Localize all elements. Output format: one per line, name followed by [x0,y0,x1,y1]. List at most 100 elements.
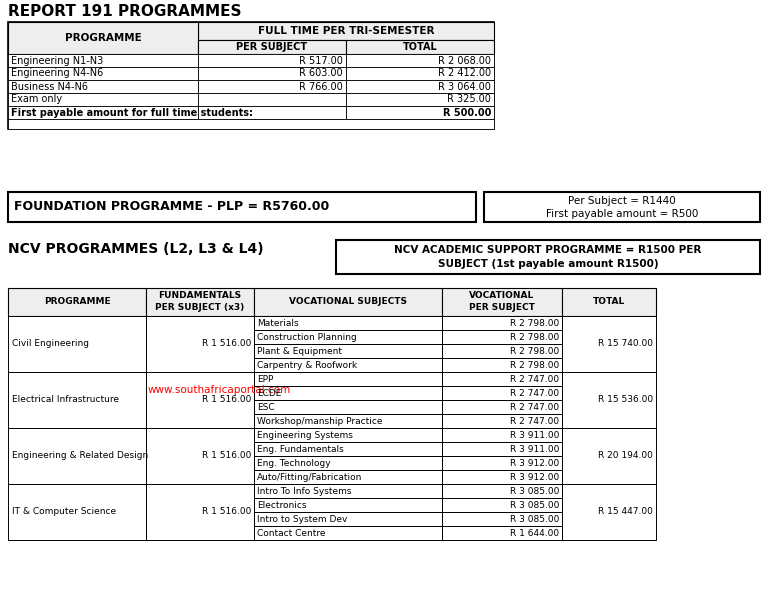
Text: PER SUBJECT: PER SUBJECT [237,42,307,52]
Bar [254,428,442,442]
Text: R 766.00: R 766.00 [300,81,343,92]
Text: FOUNDATION PROGRAMME - PLP = R5760.00: FOUNDATION PROGRAMME - PLP = R5760.00 [14,200,329,214]
Bar [562,428,656,484]
Text: R 1 516.00: R 1 516.00 [202,508,251,516]
Text: Per Subject = R1440: Per Subject = R1440 [568,196,676,206]
Text: FULL TIME PER TRI-SEMESTER: FULL TIME PER TRI-SEMESTER [258,26,434,36]
Bar [254,512,442,526]
Text: Plant & Equipment: Plant & Equipment [257,346,342,355]
Text: R 20 194.00: R 20 194.00 [598,452,653,461]
Bar [254,288,442,316]
Text: R 1 516.00: R 1 516.00 [202,339,251,349]
Bar [442,330,562,344]
Bar [562,484,656,540]
Bar [8,67,198,80]
Bar [146,372,254,428]
Bar [442,386,562,400]
Bar [346,106,494,119]
Bar [254,344,442,358]
Bar [254,442,442,456]
Bar [346,40,494,54]
Text: R 3 085.00: R 3 085.00 [510,487,559,495]
Text: R 3 911.00: R 3 911.00 [510,431,559,439]
Bar [442,316,562,330]
Text: REPORT 191 PROGRAMMES: REPORT 191 PROGRAMMES [8,4,241,19]
Text: R 3 085.00: R 3 085.00 [510,500,559,509]
Text: R 2 068.00: R 2 068.00 [438,55,491,65]
Bar [254,400,442,414]
Text: NCV ACADEMIC SUPPORT PROGRAMME = R1500 PER: NCV ACADEMIC SUPPORT PROGRAMME = R1500 P… [394,245,702,255]
Text: R 325.00: R 325.00 [447,94,491,105]
Text: PER SUBJECT: PER SUBJECT [469,304,535,312]
Bar [254,456,442,470]
Text: R 3 064.00: R 3 064.00 [438,81,491,92]
Bar [442,358,562,372]
Text: Auto/Fitting/Fabrication: Auto/Fitting/Fabrication [257,472,362,482]
Bar [254,386,442,400]
Bar [8,372,146,428]
Bar [442,288,562,316]
Bar [254,330,442,344]
Text: R 2 747.00: R 2 747.00 [510,416,559,426]
Text: Electronics: Electronics [257,500,306,509]
Text: R 3 912.00: R 3 912.00 [510,458,559,468]
Text: VOCATIONAL: VOCATIONAL [469,291,535,301]
Text: R 3 085.00: R 3 085.00 [510,514,559,524]
Text: R 2 747.00: R 2 747.00 [510,402,559,411]
Text: R 2 747.00: R 2 747.00 [510,375,559,384]
Text: PROGRAMME: PROGRAMME [65,33,141,43]
Bar [198,93,346,106]
Text: R 603.00: R 603.00 [300,68,343,78]
Bar [442,526,562,540]
Bar [8,106,198,119]
Text: EPP: EPP [257,375,273,384]
Bar [442,442,562,456]
Text: Engineering & Related Design: Engineering & Related Design [12,452,148,461]
Bar [8,54,198,67]
Bar [442,498,562,512]
Text: FUNDAMENTALS: FUNDAMENTALS [158,291,242,301]
Text: R 2 412.00: R 2 412.00 [438,68,491,78]
Text: Intro to System Dev: Intro to System Dev [257,514,347,524]
Bar [562,288,656,316]
Text: Eng. Fundamentals: Eng. Fundamentals [257,445,344,453]
Text: ESC: ESC [257,402,275,411]
Text: Engineering N1-N3: Engineering N1-N3 [11,55,103,65]
Text: R 2 798.00: R 2 798.00 [510,318,559,328]
Text: Eng. Technology: Eng. Technology [257,458,331,468]
Text: R 500.00: R 500.00 [442,108,491,118]
Bar [8,119,494,129]
Bar [254,372,442,386]
Text: PER SUBJECT (x3): PER SUBJECT (x3) [155,304,245,312]
Text: R 2 798.00: R 2 798.00 [510,333,559,341]
Bar [198,40,346,54]
Bar [146,484,254,540]
Text: R 1 516.00: R 1 516.00 [202,452,251,461]
Text: R 3 911.00: R 3 911.00 [510,445,559,453]
Text: First payable amount = R500: First payable amount = R500 [546,209,698,219]
Text: NCV PROGRAMMES (L2, L3 & L4): NCV PROGRAMMES (L2, L3 & L4) [8,242,263,256]
Text: Materials: Materials [257,318,299,328]
Bar [442,470,562,484]
Bar [254,526,442,540]
Bar [442,512,562,526]
Bar [442,428,562,442]
Text: TOTAL: TOTAL [402,42,437,52]
Bar [442,456,562,470]
Text: ECDE: ECDE [257,389,281,397]
Bar [346,67,494,80]
Text: Exam only: Exam only [11,94,62,105]
Text: www.southafricaportal.com: www.southafricaportal.com [148,385,291,395]
Text: Civil Engineering: Civil Engineering [12,339,89,349]
Bar [146,288,254,316]
Text: R 1 516.00: R 1 516.00 [202,395,251,405]
Bar [254,358,442,372]
Text: Contact Centre: Contact Centre [257,529,326,538]
Text: R 2 747.00: R 2 747.00 [510,389,559,397]
Bar [336,240,760,274]
Text: IT & Computer Science: IT & Computer Science [12,508,116,516]
Text: Workshop/manship Practice: Workshop/manship Practice [257,416,382,426]
Bar [146,428,254,484]
Bar [254,484,442,498]
Text: R 15 536.00: R 15 536.00 [598,395,653,405]
